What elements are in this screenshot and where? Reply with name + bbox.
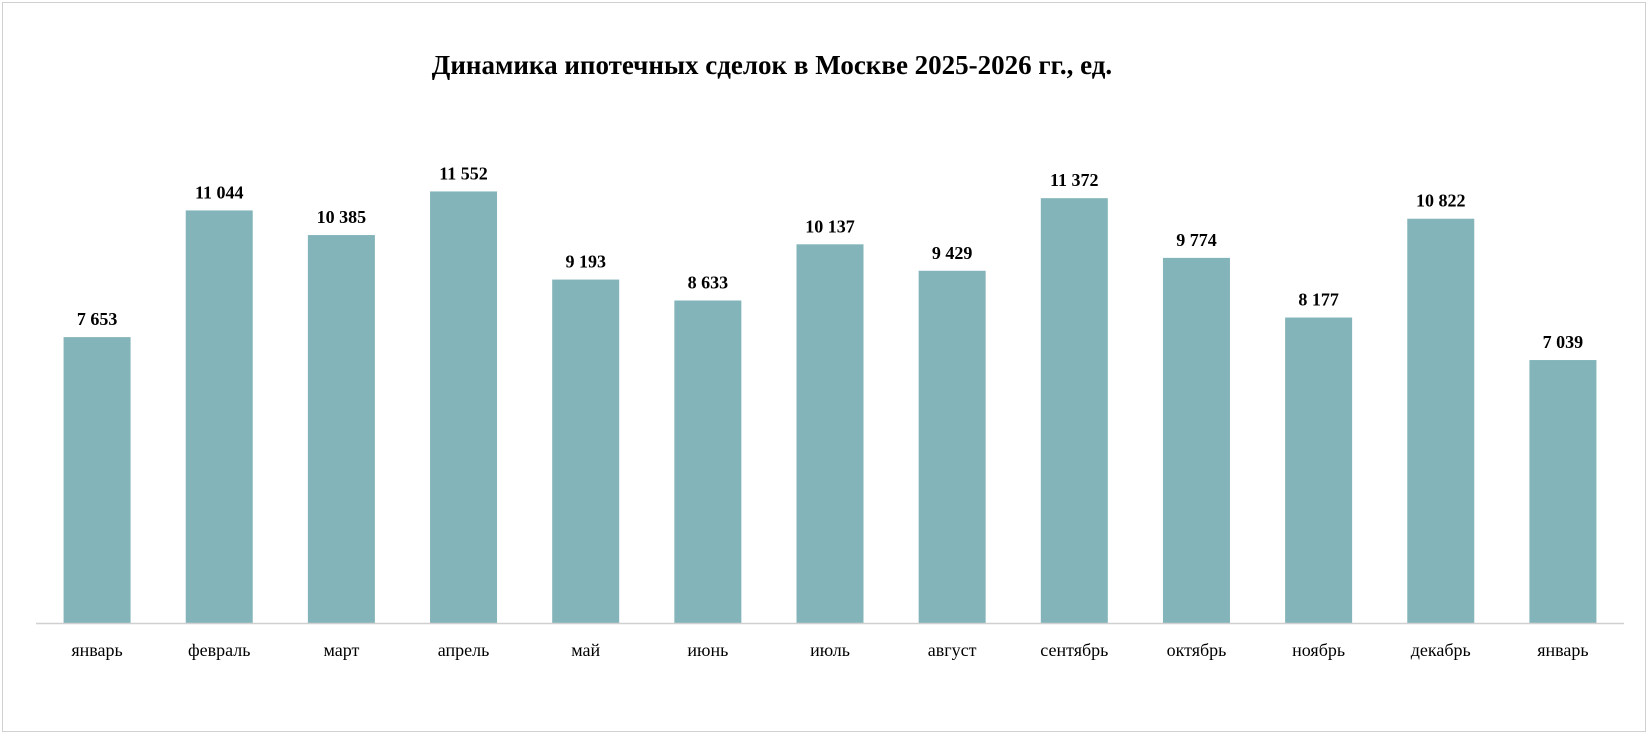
bar [1285, 317, 1353, 623]
category-label: февраль [188, 640, 251, 660]
value-label: 10 137 [805, 216, 855, 236]
value-label: 8 177 [1298, 290, 1339, 310]
category-label: декабрь [1411, 640, 1471, 660]
value-label: 11 552 [439, 163, 488, 183]
value-label: 9 429 [932, 243, 973, 263]
category-label: октябрь [1167, 640, 1227, 660]
bar [552, 279, 620, 623]
category-label: июнь [687, 640, 728, 660]
value-label: 8 633 [688, 272, 729, 292]
category-label: август [928, 640, 977, 660]
category-label: январь [71, 640, 122, 660]
bar [1040, 198, 1108, 624]
category-label: апрель [438, 640, 490, 660]
bar [430, 191, 498, 623]
bar [1162, 257, 1230, 623]
category-label: март [323, 640, 359, 660]
value-label: 7 653 [77, 309, 118, 329]
category-label: январь [1537, 640, 1588, 660]
bar [674, 300, 742, 623]
category-label: май [571, 640, 600, 660]
category-label: сентябрь [1040, 640, 1108, 660]
bar [307, 235, 375, 623]
value-label: 10 385 [317, 207, 367, 227]
value-label: 9 774 [1176, 230, 1217, 250]
bar [63, 337, 131, 623]
bar [796, 244, 864, 623]
value-label: 9 193 [565, 252, 606, 272]
bar [185, 210, 253, 623]
bar [918, 270, 986, 623]
chart-title: Динамика ипотечных сделок в Москве 2025-… [431, 50, 1113, 80]
value-label: 10 822 [1416, 191, 1466, 211]
category-label: июль [810, 640, 850, 660]
value-label: 11 044 [195, 182, 244, 202]
category-label: ноябрь [1292, 640, 1345, 660]
bar [1529, 360, 1597, 623]
value-label: 11 372 [1050, 170, 1099, 190]
bar [1407, 218, 1475, 623]
value-label: 7 039 [1543, 332, 1584, 352]
